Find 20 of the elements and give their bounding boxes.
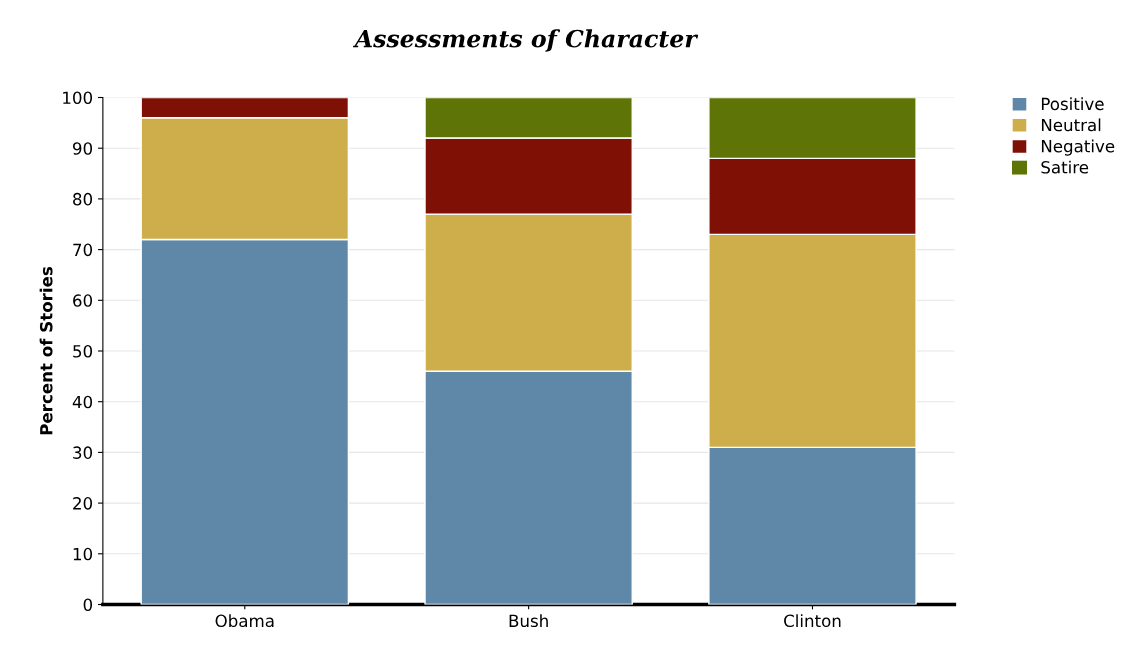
chart-title: Assessments of Character xyxy=(352,29,699,52)
legend-label: Positive xyxy=(1041,97,1104,111)
y-axis-title: Percent of Stories xyxy=(39,266,53,435)
y-tick-label: 70 xyxy=(73,243,93,257)
y-tick-label: 50 xyxy=(73,344,93,358)
y-tick-label: 60 xyxy=(73,294,93,307)
legend-label: Negative xyxy=(1041,139,1115,156)
y-tick-label: 80 xyxy=(73,192,93,206)
y-tick-label: 90 xyxy=(72,142,93,155)
x-tick-label: Bush xyxy=(509,614,548,628)
y-tick-label: 100 xyxy=(63,91,93,105)
y-tick-label: 0 xyxy=(83,598,93,612)
y-tick-label: 20 xyxy=(73,497,93,510)
y-tick-label: 10 xyxy=(73,547,93,561)
legend-label: Satire xyxy=(1041,160,1089,174)
legend-label: Neutral xyxy=(1041,118,1101,132)
y-tick-label: 40 xyxy=(72,395,93,409)
y-tick-label: 30 xyxy=(73,446,93,459)
x-tick-label: Clinton xyxy=(784,614,841,628)
x-tick-label: Obama xyxy=(215,614,274,628)
